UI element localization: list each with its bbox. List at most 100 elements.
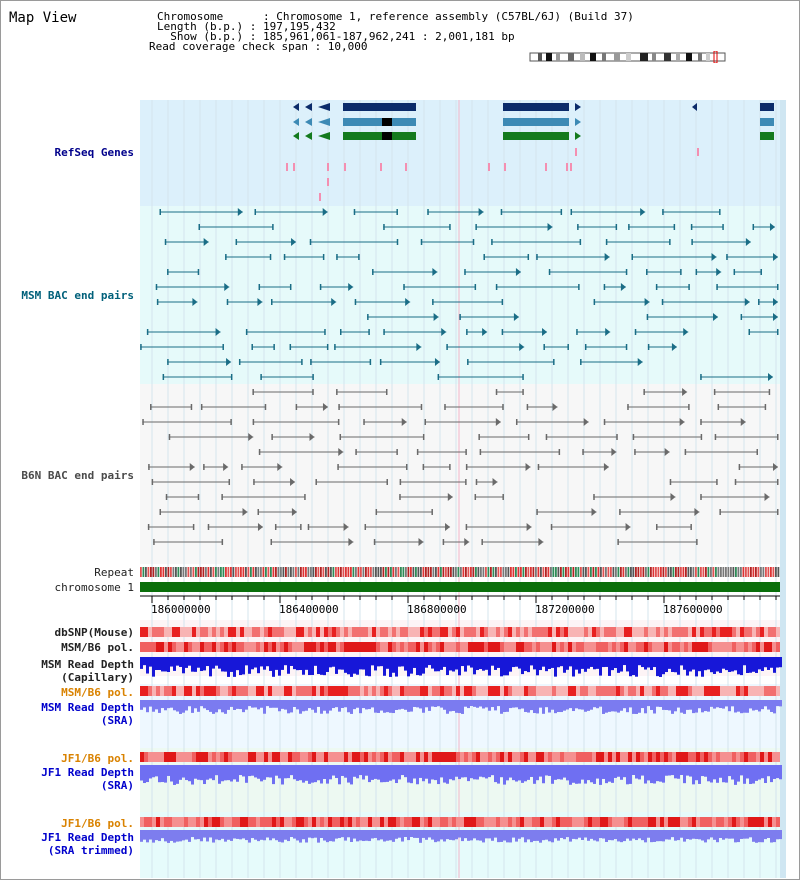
read-depth-bar (296, 765, 299, 781)
track-label-chromosome[interactable]: chromosome 1 (54, 581, 134, 594)
read-depth-bar (182, 830, 185, 841)
read-depth-bar (275, 830, 278, 841)
track-label-dbsnp[interactable]: dbSNP(Mouse) (54, 626, 134, 639)
track-label-repeat[interactable]: Repeat (94, 566, 134, 579)
polymorphism-cell (640, 642, 644, 652)
track-label-jf1-b6-pol[interactable]: JF1/B6 pol. (61, 752, 134, 765)
read-depth-bar (710, 765, 713, 783)
repeat-mark (497, 567, 500, 577)
read-depth-bar (350, 765, 353, 785)
refseq-genes[interactable] (286, 103, 774, 201)
polymorphism-cell (752, 642, 756, 652)
polymorphism-cell (748, 642, 752, 652)
polymorphism-cell (464, 817, 468, 827)
read-depth-bar (734, 657, 737, 671)
bac-end (466, 329, 468, 335)
track-label-msm-depth-capillary[interactable]: MSM Read Depth (41, 658, 134, 671)
bac-end-arrow (713, 313, 719, 321)
repeat-mark (405, 567, 407, 577)
bac-end-arrow (441, 328, 447, 336)
repeat-track[interactable] (140, 567, 780, 577)
bac-end (501, 299, 504, 305)
read-depth-bar (644, 830, 647, 843)
gene-marker (318, 118, 330, 126)
polymorphism-cell (344, 686, 348, 696)
read-depth-bar (473, 700, 476, 707)
read-depth-bar (581, 765, 584, 780)
repeat-mark (492, 567, 495, 577)
polymorphism-cell (684, 752, 688, 762)
read-depth-bar (158, 657, 161, 670)
gene-marker (305, 132, 312, 140)
read-depth-bar (164, 700, 167, 711)
read-depth-bar (707, 830, 710, 840)
read-depth-bar (608, 700, 611, 712)
msm-bac-pairs[interactable] (140, 208, 779, 381)
b6n-bac-pairs[interactable] (142, 388, 779, 546)
polymorphism-cell (636, 627, 640, 637)
repeat-mark (675, 567, 677, 577)
repeat-mark (232, 567, 235, 577)
panel-scroll-edge[interactable] (780, 100, 786, 878)
read-depth-bar (305, 700, 308, 711)
read-depth-bar (647, 765, 650, 781)
repeat-mark (202, 567, 205, 577)
polymorphism-heatmaps[interactable] (140, 627, 780, 827)
polymorphism-cell (772, 686, 776, 696)
polymorphism-cell (732, 817, 736, 827)
polymorphism-cell (544, 752, 548, 762)
polymorphism-cell (740, 817, 744, 827)
polymorphism-cell (656, 752, 660, 762)
read-depth-bar (323, 657, 326, 676)
repeat-mark (742, 567, 745, 577)
repeat-mark (710, 567, 712, 577)
track-label-refseq[interactable]: RefSeq Genes (54, 146, 134, 159)
track-label-msm-b6-pol-2[interactable]: MSM/B6 pol. (61, 686, 134, 699)
track-label-jf1-b6-pol-2[interactable]: JF1/B6 pol. (61, 817, 134, 830)
bac-end (164, 239, 167, 245)
read-depth-bar (320, 700, 323, 714)
polymorphism-cell (416, 817, 420, 827)
read-depth-bar (329, 700, 332, 711)
polymorphism-cell (740, 686, 744, 696)
track-label-b6n-bac[interactable]: B6N BAC end pairs (21, 469, 134, 482)
polymorphism-cell (384, 752, 388, 762)
track-label-jf1-depth-trimmed[interactable]: JF1 Read Depth (41, 831, 134, 844)
track-label-jf1-depth-sra[interactable]: JF1 Read Depth (41, 766, 134, 779)
polymorphism-cell (332, 642, 336, 652)
bac-end (353, 209, 356, 215)
bac-end (777, 509, 779, 515)
polymorphism-cell (408, 686, 412, 696)
polymorphism-cell (616, 686, 620, 696)
polymorphism-cell (656, 627, 660, 637)
polymorphism-cell (268, 686, 272, 696)
track-label-msm-depth-sra[interactable]: MSM Read Depth (41, 701, 134, 714)
polymorphism-cell (424, 686, 428, 696)
read-depth-bar (419, 765, 422, 778)
polymorphism-cell (232, 817, 236, 827)
read-depth-bar (536, 700, 539, 714)
polymorphism-cell (712, 627, 716, 637)
read-depth-bar (395, 830, 398, 839)
repeat-mark (320, 567, 322, 577)
repeat-mark (717, 567, 720, 577)
read-depth-bar (548, 657, 551, 669)
polymorphism-cell (208, 817, 212, 827)
read-depth-bar (323, 830, 326, 841)
repeat-mark (770, 567, 772, 577)
read-depth-bar (488, 700, 491, 711)
polymorphism-cell (436, 752, 440, 762)
read-depth-bar (596, 657, 599, 669)
bac-end (168, 434, 171, 440)
read-depth-histograms[interactable] (140, 657, 782, 843)
polymorphism-cell (328, 642, 332, 652)
read-depth-bar (662, 830, 665, 842)
track-label-msm-b6-pol[interactable]: MSM/B6 pol. (61, 641, 134, 654)
bac-end (605, 239, 608, 245)
polymorphism-cell (524, 817, 528, 827)
bac-end (364, 524, 367, 530)
track-label-msm-bac[interactable]: MSM BAC end pairs (21, 289, 134, 302)
chromosome-bar[interactable] (140, 582, 780, 592)
chromosome-ideogram[interactable] (528, 51, 728, 63)
